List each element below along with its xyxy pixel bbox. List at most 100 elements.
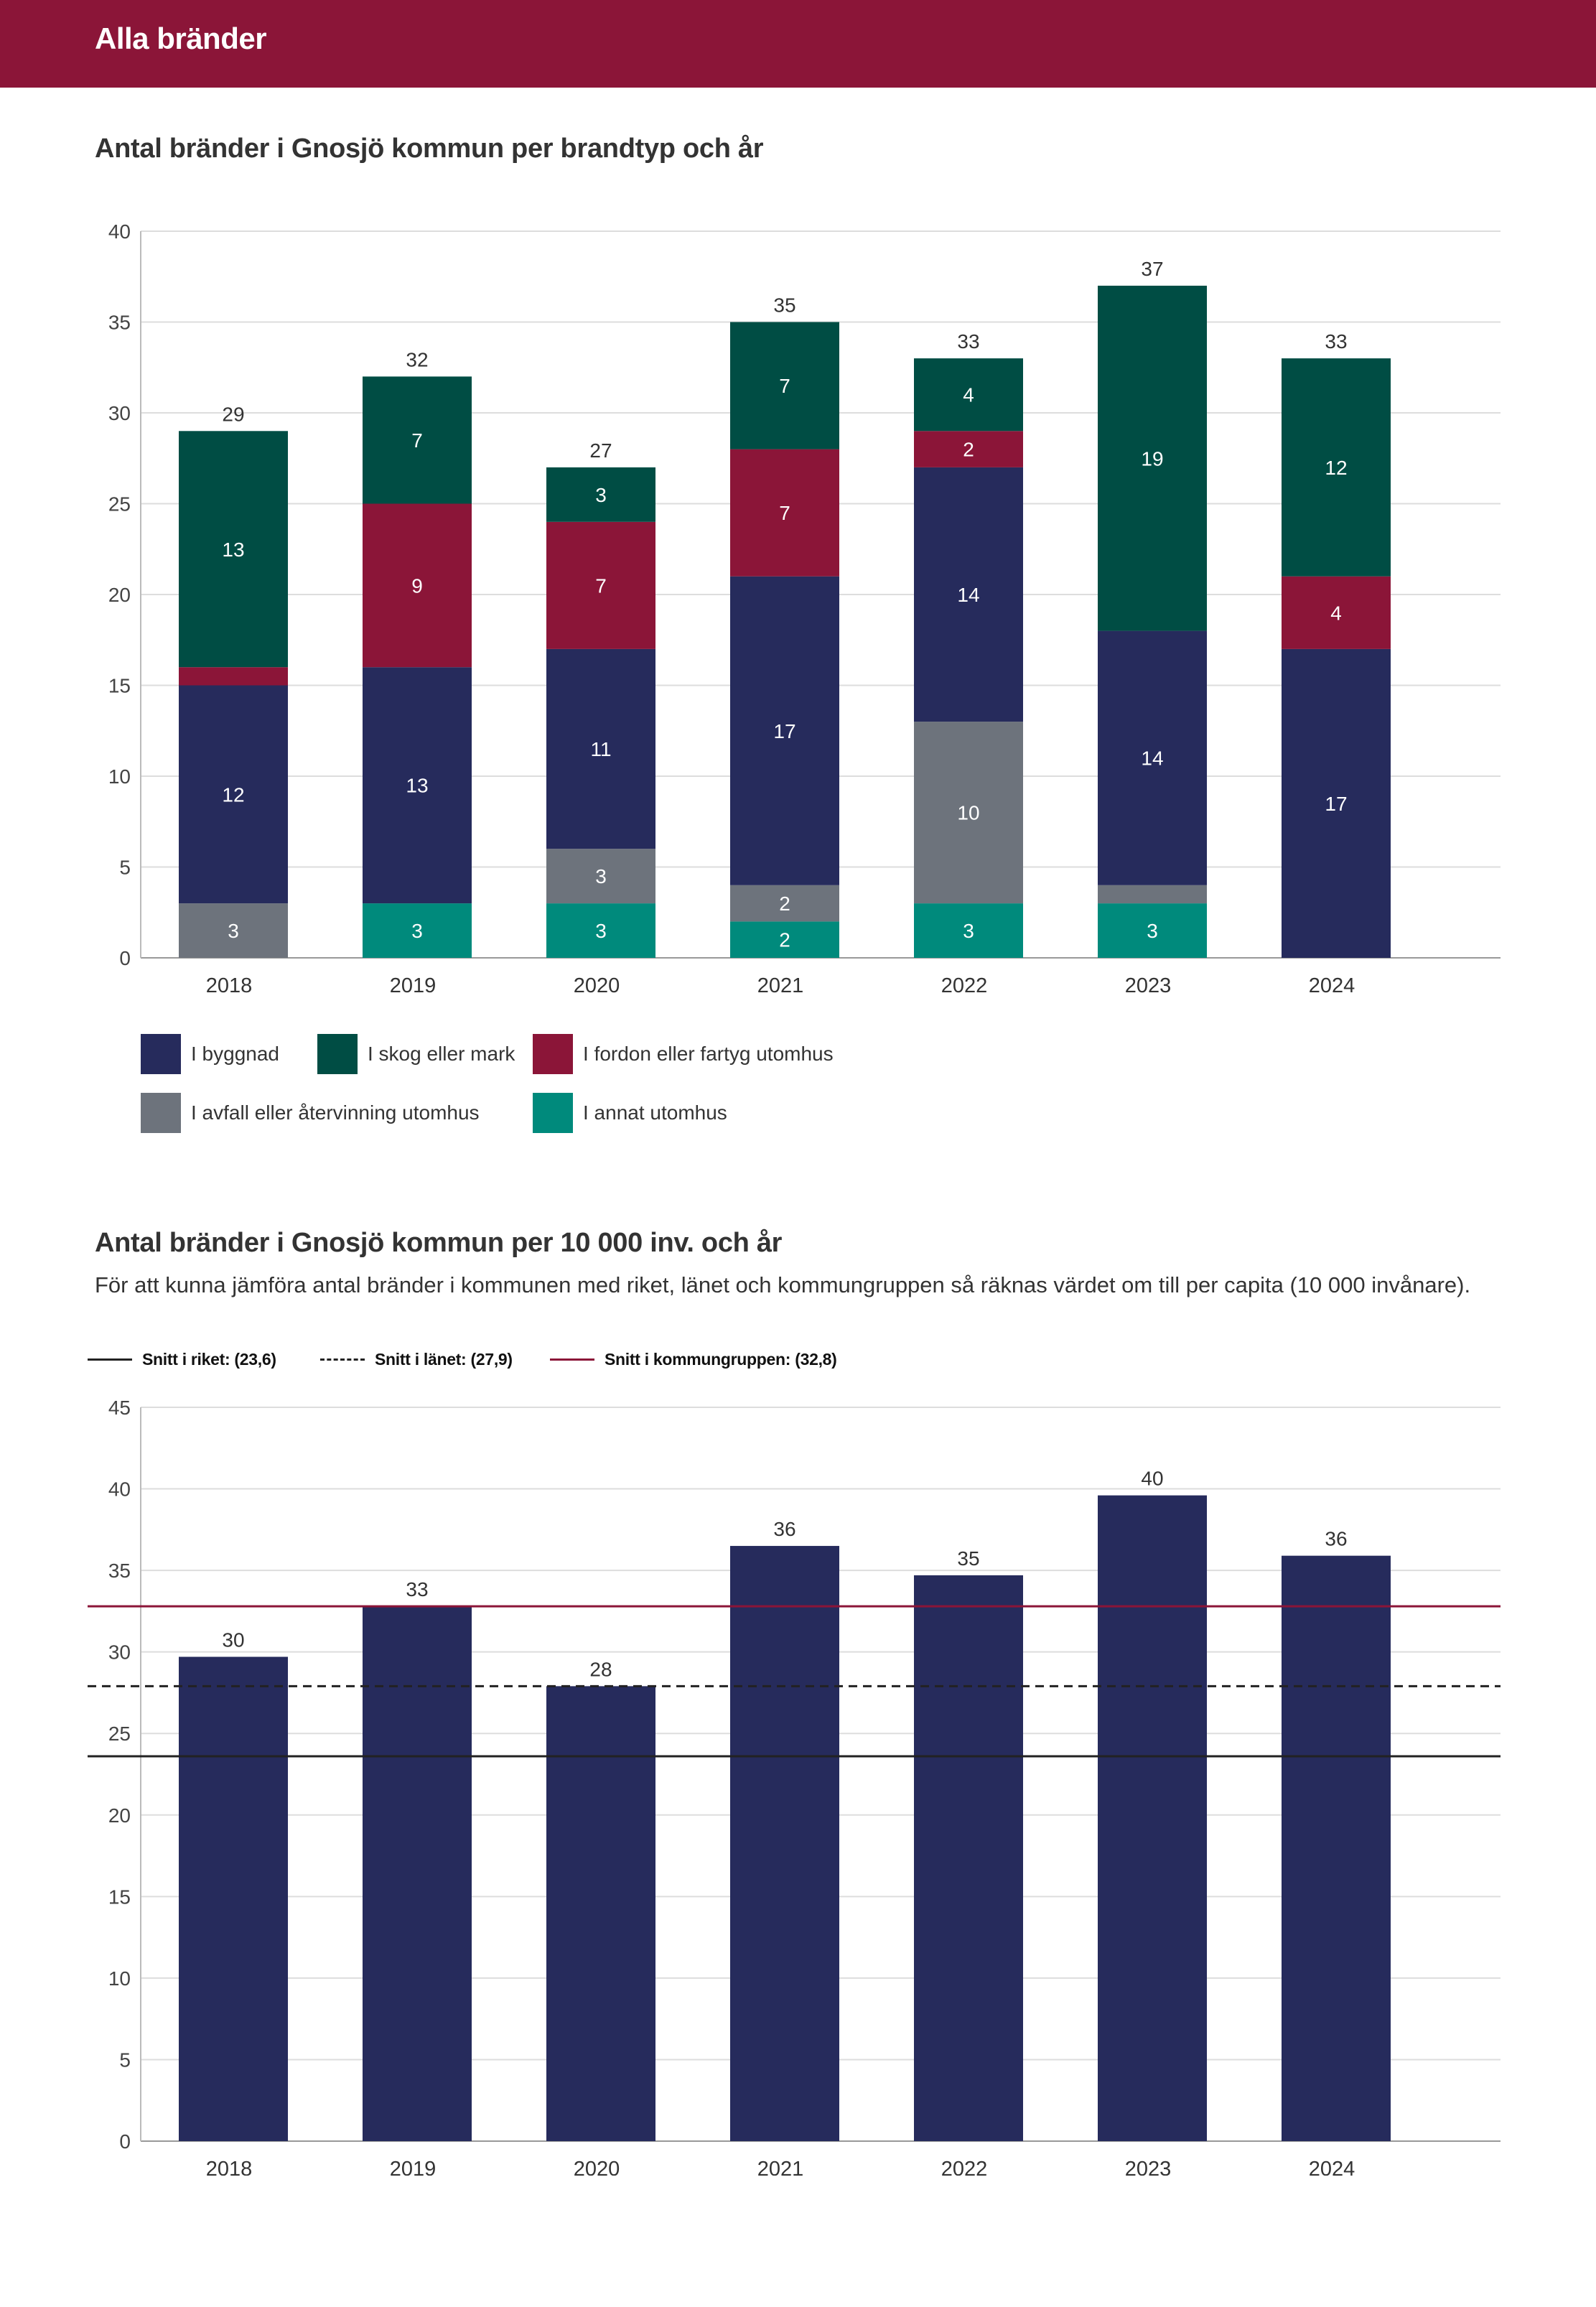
segment-label: 7 — [779, 502, 790, 524]
segment-label: 4 — [1330, 602, 1342, 624]
bar-segment — [546, 903, 655, 958]
y-tick-label: 15 — [108, 1886, 131, 1908]
y-tick-label: 20 — [108, 1804, 131, 1827]
chart1-title: Antal bränder i Gnosjö kommun per brandt… — [95, 134, 764, 164]
bar-segment — [363, 903, 472, 958]
bar-total-label: 29 — [222, 403, 244, 425]
y-tick-label: 40 — [108, 1478, 131, 1501]
bar-total-label: 37 — [1141, 258, 1163, 280]
bar-segment — [1098, 285, 1207, 631]
x-tick-label: 2023 — [1125, 2158, 1172, 2176]
bar-value-label: 33 — [406, 1578, 428, 1600]
bar-segment — [546, 521, 655, 649]
legend-swatch — [533, 1034, 573, 1074]
segment-label: 3 — [595, 484, 607, 506]
segment-label: 12 — [222, 783, 244, 806]
x-tick-label: 2023 — [1125, 974, 1172, 997]
x-tick-label: 2022 — [941, 974, 988, 997]
segment-label: 13 — [406, 775, 428, 797]
legend-item-fordon: I fordon eller fartyg utomhus — [533, 1034, 834, 1074]
y-tick-label: 35 — [108, 312, 131, 334]
page-title: Alla bränder — [95, 22, 267, 55]
segment-label: 7 — [595, 574, 607, 597]
legend-item-riket: Snitt i riket: (23,6) — [88, 1350, 276, 1369]
legend-label: I skog eller mark — [368, 1043, 515, 1065]
legend-swatch — [533, 1093, 573, 1133]
legend-label: I fordon eller fartyg utomhus — [583, 1043, 834, 1065]
bar-value-label: 40 — [1141, 1468, 1163, 1490]
bar-segment — [1282, 576, 1391, 649]
segment-label: 10 — [957, 802, 979, 824]
x-tick-label: 2021 — [757, 974, 804, 997]
bar-segment — [730, 449, 839, 577]
bar-segment — [363, 667, 472, 904]
x-tick-label: 2019 — [390, 974, 437, 997]
bar-total-label: 33 — [957, 330, 979, 353]
bar-segment — [730, 885, 839, 922]
legend-item-kommungruppen: Snitt i kommungruppen: (32,8) — [550, 1350, 837, 1369]
bar-segment — [1098, 630, 1207, 885]
chart2-legend: Snitt i riket: (23,6) Snitt i länet: (27… — [88, 1350, 1093, 1379]
legend-label: Snitt i kommungruppen: (32,8) — [605, 1350, 837, 1369]
bar-value-label: 36 — [1325, 1528, 1347, 1550]
segment-label: 13 — [222, 539, 244, 561]
bar-segment — [179, 667, 288, 686]
bar-segment — [1098, 885, 1207, 904]
chart2-subtitle: För att kunna jämföra antal bränder i ko… — [95, 1272, 1471, 1297]
x-tick-label: 2024 — [1309, 2158, 1355, 2176]
bar — [179, 1656, 288, 2141]
bar-total-label: 33 — [1325, 330, 1347, 353]
bar-segment — [914, 903, 1023, 958]
segment-label: 2 — [779, 929, 790, 951]
segment-label: 3 — [595, 865, 607, 887]
legend-label: I byggnad — [191, 1043, 279, 1065]
legend-item-lanet: Snitt i länet: (27,9) — [320, 1350, 513, 1369]
y-tick-label: 20 — [108, 584, 131, 606]
y-tick-label: 35 — [108, 1560, 131, 1582]
legend-item-byggnad: I byggnad — [141, 1034, 279, 1074]
y-tick-label: 0 — [119, 947, 131, 969]
segment-label: 17 — [773, 720, 795, 742]
y-tick-label: 25 — [108, 1723, 131, 1745]
legend-line-red — [550, 1358, 594, 1361]
bar — [363, 1606, 472, 2141]
x-tick-label: 2020 — [574, 974, 620, 997]
bar-total-label: 27 — [589, 439, 612, 462]
bar-segment — [1098, 903, 1207, 958]
bar — [546, 1686, 655, 2141]
bar — [1282, 1555, 1391, 2141]
bar-segment — [363, 503, 472, 668]
bar-segment — [730, 576, 839, 885]
legend-label: I avfall eller återvinning utomhus — [191, 1101, 480, 1124]
segment-label: 14 — [957, 584, 979, 606]
x-tick-label: 2019 — [390, 2158, 437, 2176]
bar-value-label: 36 — [773, 1518, 795, 1540]
chart2-title: Antal bränder i Gnosjö kommun per 10 000… — [95, 1228, 783, 1258]
bar-segment — [1282, 648, 1391, 958]
bar — [1098, 1495, 1207, 2141]
segment-label: 2 — [963, 439, 974, 461]
y-tick-label: 10 — [108, 1967, 131, 1990]
bar-segment — [730, 921, 839, 958]
y-tick-label: 30 — [108, 402, 131, 424]
segment-label: 3 — [595, 920, 607, 942]
segment-label: 4 — [963, 384, 974, 406]
bar-value-label: 28 — [589, 1658, 612, 1680]
stacked-bar-chart: 0510152025303540312132920183139732201933… — [108, 220, 1501, 997]
segment-label: 2 — [779, 892, 790, 915]
segment-label: 3 — [963, 920, 974, 942]
y-tick-label: 5 — [119, 857, 131, 879]
legend-swatch — [317, 1034, 358, 1074]
legend-label: Snitt i länet: (27,9) — [375, 1350, 513, 1369]
segment-label: 3 — [411, 920, 423, 942]
legend-swatch — [141, 1093, 181, 1133]
x-tick-label: 2018 — [206, 974, 253, 997]
segment-label: 19 — [1141, 447, 1163, 470]
legend-line-dashed — [320, 1358, 365, 1361]
bar-total-label: 32 — [406, 348, 428, 370]
segment-label: 3 — [228, 920, 239, 942]
y-tick-label: 45 — [108, 1397, 131, 1419]
y-tick-label: 10 — [108, 765, 131, 788]
chart1-legend: I byggnad I skog eller mark I fordon ell… — [141, 1034, 1074, 1142]
bar-segment — [914, 722, 1023, 904]
